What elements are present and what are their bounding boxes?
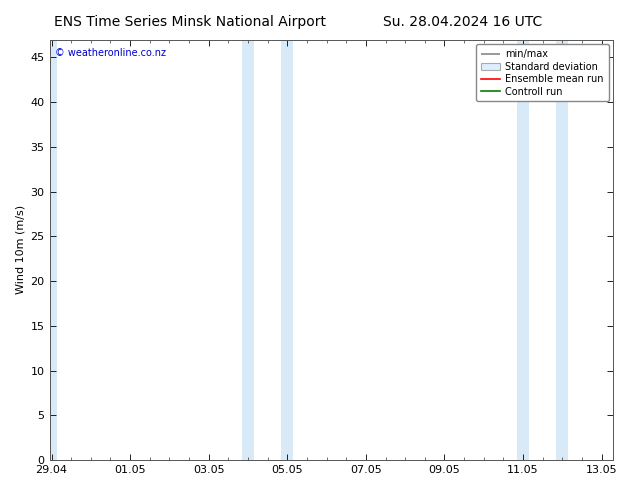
Text: ENS Time Series Minsk National Airport: ENS Time Series Minsk National Airport: [54, 15, 327, 29]
Bar: [517, 40, 529, 460]
Bar: [49, 40, 58, 460]
Text: Su. 28.04.2024 16 UTC: Su. 28.04.2024 16 UTC: [383, 15, 543, 29]
Text: © weatheronline.co.nz: © weatheronline.co.nz: [55, 48, 166, 58]
Bar: [281, 40, 293, 460]
Bar: [242, 40, 254, 460]
Y-axis label: Wind 10m (m/s): Wind 10m (m/s): [15, 205, 25, 294]
Bar: [557, 40, 568, 460]
Legend: min/max, Standard deviation, Ensemble mean run, Controll run: min/max, Standard deviation, Ensemble me…: [476, 45, 609, 101]
